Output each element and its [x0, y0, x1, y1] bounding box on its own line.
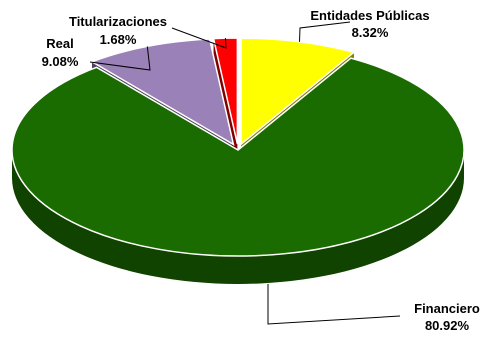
- leader-entidades-publicas: [299, 21, 351, 42]
- label-entidades-publicas-value: 8.32%: [352, 25, 389, 40]
- label-financiero-value: 80.92%: [425, 318, 470, 333]
- label-titularizaciones-value: 1.68%: [100, 32, 137, 47]
- leader-real: [89, 46, 151, 71]
- leader-lines: [89, 21, 401, 325]
- slice-side-financiero: [12, 150, 464, 284]
- pie-tops: [11, 37, 465, 257]
- label-financiero-name: Financiero: [414, 301, 480, 316]
- slice-financiero: [11, 57, 465, 257]
- label-real-value: 9.08%: [42, 54, 79, 69]
- label-real-name: Real: [46, 36, 73, 51]
- label-entidades-publicas-name: Entidades Públicas: [310, 8, 429, 23]
- leader-financiero: [267, 284, 401, 325]
- leader-titularizaciones: [171, 27, 227, 49]
- label-titularizaciones-name: Titularizaciones: [69, 14, 167, 29]
